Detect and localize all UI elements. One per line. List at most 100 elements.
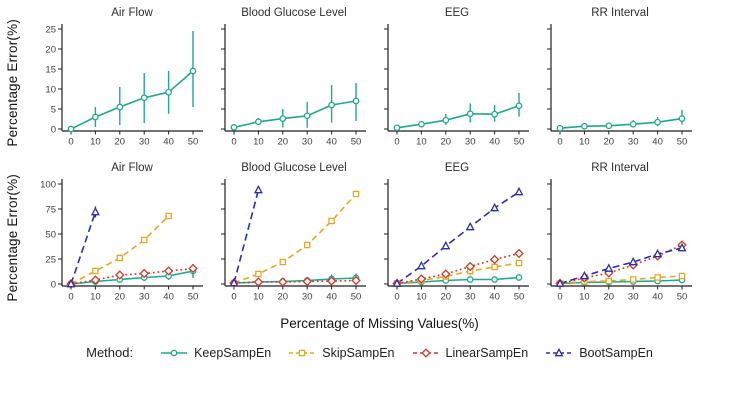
svg-text:40: 40 xyxy=(652,137,663,148)
svg-text:20: 20 xyxy=(604,137,615,148)
keepsampen-swatch-icon xyxy=(161,349,188,356)
svg-text:50: 50 xyxy=(677,137,688,148)
panel-eeg-top: EEG 0 10 20 30 40 50 xyxy=(380,6,534,159)
panel-air-flow-top: Air Flow 0 5 10 15 20 25 0 10 20 30 40 50 xyxy=(30,6,208,159)
panel-air-flow-bottom: Air Flow 0 25 50 75 100 0 10 20 30 40 50 xyxy=(30,161,208,314)
panel-blood-glucose-top: Blood Glucose Level 0 10 20 30 40 50 xyxy=(217,6,371,159)
svg-text:0: 0 xyxy=(68,292,73,303)
svg-text:50: 50 xyxy=(351,137,362,148)
plot-air-flow-bottom: 0 25 50 75 100 0 10 20 30 40 50 xyxy=(40,179,203,303)
svg-text:40: 40 xyxy=(326,292,337,303)
svg-text:10: 10 xyxy=(416,292,427,303)
svg-text:0: 0 xyxy=(231,137,236,148)
svg-text:50: 50 xyxy=(351,292,362,303)
panel-title: RR Interval xyxy=(591,7,649,19)
plot-eeg-top: 0 10 20 30 40 50 xyxy=(384,24,529,148)
panel-rr-interval-bottom: RR Interval 0 10 20 30 40 50 xyxy=(543,161,697,314)
svg-text:20: 20 xyxy=(278,137,289,148)
legend-label: LinearSampEn xyxy=(445,345,529,360)
svg-text:0: 0 xyxy=(394,137,399,148)
legend-item-keepsampen: KeepSampEn xyxy=(159,346,271,360)
legend-item-bootsampen: BootSampEn xyxy=(544,346,653,360)
svg-text:50: 50 xyxy=(514,292,525,303)
plot-rr-interval-bottom: 0 10 20 30 40 50 xyxy=(547,179,692,303)
svg-text:40: 40 xyxy=(489,292,500,303)
svg-text:0: 0 xyxy=(394,292,399,303)
chart-row-bottom: Percentage Error(%) Air Flow 0 25 50 75 100 0… xyxy=(4,161,725,314)
skipsampen-swatch-icon xyxy=(289,349,316,356)
svg-text:20: 20 xyxy=(604,292,615,303)
linearsampen-swatch-icon xyxy=(412,347,439,358)
svg-text:20: 20 xyxy=(115,137,126,148)
legend: Method: KeepSampEn SkipSampEn LinearSamp… xyxy=(4,345,725,360)
svg-text:30: 30 xyxy=(139,292,150,303)
svg-text:25: 25 xyxy=(45,254,56,265)
svg-text:40: 40 xyxy=(163,292,174,303)
svg-text:40: 40 xyxy=(652,292,663,303)
legend-item-linearsampen: LinearSampEn xyxy=(411,345,529,360)
legend-label: KeepSampEn xyxy=(194,345,272,360)
plot-blood-glucose-bottom: 0 10 20 30 40 50 xyxy=(221,179,366,303)
legend-title: Method: xyxy=(86,345,134,360)
svg-text:20: 20 xyxy=(278,292,289,303)
svg-text:0: 0 xyxy=(231,292,236,303)
svg-text:25: 25 xyxy=(45,24,56,35)
bootsampen-swatch-icon xyxy=(546,347,573,356)
chart-row-top: Percentage Error(%) Air Flow 0 5 10 15 20 25 0… xyxy=(4,6,725,159)
y-axis-label-top: Percentage Error(%) xyxy=(4,6,21,159)
plot-rr-interval-top: 0 10 20 30 40 50 xyxy=(547,24,692,148)
svg-text:40: 40 xyxy=(163,137,174,148)
svg-text:30: 30 xyxy=(302,137,313,148)
svg-text:0: 0 xyxy=(68,137,73,148)
panel-blood-glucose-bottom: Blood Glucose Level 0 10 20 30 40 50 xyxy=(217,161,371,314)
svg-text:10: 10 xyxy=(579,292,590,303)
svg-text:50: 50 xyxy=(45,229,56,240)
legend-item-skipsampen: SkipSampEn xyxy=(287,345,395,360)
panel-title: RR Interval xyxy=(591,162,649,174)
svg-text:10: 10 xyxy=(90,292,101,303)
x-axis-label: Percentage of Missing Values(%) xyxy=(280,316,479,331)
svg-text:40: 40 xyxy=(326,137,337,148)
panel-title: Blood Glucose Level xyxy=(241,7,347,19)
svg-text:50: 50 xyxy=(677,292,688,303)
plot-blood-glucose-top: 0 10 20 30 40 50 xyxy=(221,24,366,148)
svg-text:0: 0 xyxy=(557,292,562,303)
panel-eeg-bottom: EEG 0 10 20 30 40 50 xyxy=(380,161,534,314)
legend-label: BootSampEn xyxy=(579,345,653,360)
plot-eeg-bottom: 0 10 20 30 40 50 xyxy=(384,179,529,303)
panel-title: Air Flow xyxy=(111,162,153,174)
svg-text:30: 30 xyxy=(465,292,476,303)
svg-text:10: 10 xyxy=(579,137,590,148)
svg-text:20: 20 xyxy=(441,137,452,148)
panel-rr-interval-top: RR Interval 0 10 20 30 40 50 xyxy=(543,6,697,159)
panel-title: Air Flow xyxy=(111,7,153,19)
svg-text:5: 5 xyxy=(51,104,56,115)
svg-text:0: 0 xyxy=(557,137,562,148)
svg-text:10: 10 xyxy=(253,137,264,148)
legend-label: SkipSampEn xyxy=(322,345,395,360)
svg-text:50: 50 xyxy=(188,137,199,148)
svg-text:0: 0 xyxy=(51,124,56,135)
svg-text:20: 20 xyxy=(45,44,56,55)
svg-text:20: 20 xyxy=(441,292,452,303)
panel-title: EEG xyxy=(444,162,470,174)
svg-text:10: 10 xyxy=(253,292,264,303)
panel-title: Blood Glucose Level xyxy=(241,162,347,174)
figure: Percentage Error(%) Air Flow 0 5 10 15 20 25 0… xyxy=(4,6,725,360)
svg-text:30: 30 xyxy=(628,137,639,148)
svg-text:0: 0 xyxy=(51,279,56,290)
svg-text:50: 50 xyxy=(188,292,199,303)
svg-text:30: 30 xyxy=(628,292,639,303)
svg-text:10: 10 xyxy=(45,84,56,95)
svg-text:100: 100 xyxy=(40,179,56,190)
svg-text:30: 30 xyxy=(139,137,150,148)
svg-text:30: 30 xyxy=(302,292,313,303)
svg-text:10: 10 xyxy=(90,137,101,148)
svg-text:30: 30 xyxy=(465,137,476,148)
plot-air-flow-top: 0 5 10 15 20 25 0 10 20 30 40 50 xyxy=(45,24,203,148)
svg-text:15: 15 xyxy=(45,64,56,75)
svg-text:40: 40 xyxy=(489,137,500,148)
svg-text:20: 20 xyxy=(115,292,126,303)
panel-title: EEG xyxy=(444,7,470,19)
y-axis-label-text: Percentage Error(%) xyxy=(5,173,20,302)
